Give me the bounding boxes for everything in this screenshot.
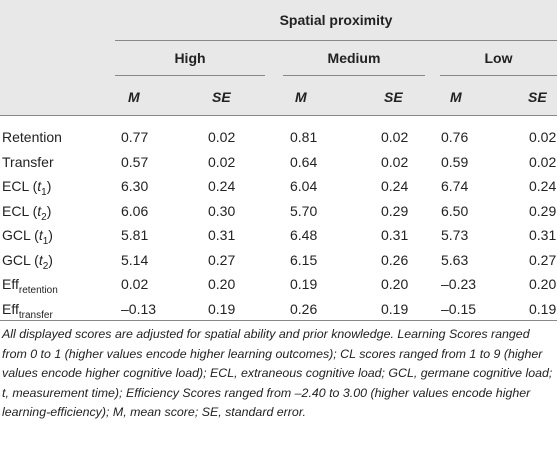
label-var: t <box>38 251 43 268</box>
cell-value: 0.20 <box>529 276 557 292</box>
label-text: ) <box>46 202 52 219</box>
stat-label: SE <box>384 89 403 105</box>
row-label: GCL (t2) <box>2 252 53 272</box>
cell-value: 0.19 <box>290 276 318 292</box>
cell-value: 5.81 <box>121 227 149 243</box>
cell-value: 0.24 <box>529 178 557 194</box>
cell-value: 0.31 <box>529 227 557 243</box>
label-text: ) <box>46 178 52 194</box>
cell-value: 0.19 <box>381 300 409 317</box>
label-var: t <box>38 227 43 243</box>
row-label: ECL (t1) <box>2 178 51 198</box>
cell-value: 0.20 <box>381 276 409 292</box>
cell-value: 6.15 <box>290 251 318 268</box>
cell-value: 0.02 <box>208 153 236 170</box>
cell-value: 5.70 <box>290 202 318 219</box>
label-text: ) <box>48 227 53 243</box>
cell-value: 6.06 <box>121 202 149 219</box>
rule <box>0 320 557 321</box>
stat-label: SE <box>212 89 231 105</box>
label-sub: 2 <box>41 211 47 223</box>
cell-value: –0.15 <box>441 300 477 317</box>
label-sub: transfer <box>18 309 53 321</box>
rule <box>115 75 265 76</box>
cell-value: –0.13 <box>121 300 157 317</box>
label-text: Eff <box>2 276 19 292</box>
cell-value: 0.27 <box>529 251 557 268</box>
cell-value: 0.20 <box>208 276 236 292</box>
cell-value: 6.50 <box>441 202 469 219</box>
cell-value: 0.02 <box>208 129 236 145</box>
cell-value: 0.29 <box>529 202 557 219</box>
label-text: Eff <box>2 300 19 317</box>
cell-value: 0.24 <box>381 178 409 194</box>
cell-value: 6.48 <box>290 227 318 243</box>
cell-value: 5.63 <box>441 251 469 268</box>
cell-value: 0.31 <box>208 227 236 243</box>
cell-value: 0.30 <box>208 202 236 219</box>
row-label: Transfer <box>2 154 54 170</box>
group-label: Medium <box>327 50 381 66</box>
row-label: ECL (t2) <box>2 203 51 223</box>
label-var: t <box>37 202 42 219</box>
label-sub: 2 <box>42 260 49 272</box>
label-text: ECL ( <box>2 178 38 194</box>
cell-value: 0.26 <box>290 300 318 317</box>
rule <box>115 40 557 41</box>
rule <box>283 75 425 76</box>
row-label: Efftransfer <box>2 301 53 321</box>
cell-value: 0.59 <box>441 153 469 170</box>
cell-value: 0.24 <box>208 178 236 194</box>
stat-label: SE <box>528 89 547 105</box>
label-sub: 1 <box>42 235 49 247</box>
cell-value: 5.14 <box>121 251 149 268</box>
cell-value: 0.76 <box>441 129 469 145</box>
stat-label: M <box>450 89 462 105</box>
cell-value: 0.02 <box>381 153 409 170</box>
header-band <box>0 0 557 115</box>
cell-value: 0.19 <box>208 300 236 317</box>
cell-value: 0.27 <box>208 251 236 268</box>
rule <box>0 115 557 116</box>
row-label: GCL (t1) <box>2 227 53 247</box>
cell-value: 0.57 <box>121 153 149 170</box>
label-text: Transfer <box>2 153 54 170</box>
group-label: High <box>174 50 206 66</box>
cell-value: 0.26 <box>381 251 409 268</box>
footnote: All displayed scores are adjusted for sp… <box>2 327 553 419</box>
cell-value: 0.31 <box>381 227 409 243</box>
cell-value: 0.64 <box>290 153 318 170</box>
cell-value: 6.30 <box>121 178 149 194</box>
cell-value: 0.81 <box>290 129 318 145</box>
cell-value: 0.77 <box>121 129 149 145</box>
row-label: Retention <box>2 129 62 145</box>
cell-value: 6.04 <box>290 178 318 194</box>
label-text: Retention <box>2 129 62 145</box>
cell-value: 6.74 <box>441 178 469 194</box>
label-var: t <box>37 178 42 194</box>
cell-value: –0.23 <box>441 276 477 292</box>
label-text: GCL ( <box>2 251 39 268</box>
cell-value: 0.02 <box>529 129 557 145</box>
label-sub: retention <box>18 284 58 296</box>
group-label: Low <box>484 50 513 66</box>
cell-value: 0.19 <box>529 300 557 317</box>
cell-value: 0.02 <box>529 153 557 170</box>
cell-value: 0.02 <box>121 276 149 292</box>
cell-value: 0.29 <box>381 202 409 219</box>
label-text: ) <box>48 251 53 268</box>
stat-label: M <box>128 89 140 105</box>
label-sub: 1 <box>41 186 47 198</box>
rule <box>440 75 557 76</box>
row-label: Effretention <box>2 276 58 296</box>
stat-label: M <box>295 89 307 105</box>
cell-value: 0.02 <box>381 129 409 145</box>
cell-value: 5.73 <box>441 227 469 243</box>
label-text: GCL ( <box>2 227 39 243</box>
label-text: ECL ( <box>2 202 38 219</box>
header-title: Spatial proximity <box>279 12 393 28</box>
